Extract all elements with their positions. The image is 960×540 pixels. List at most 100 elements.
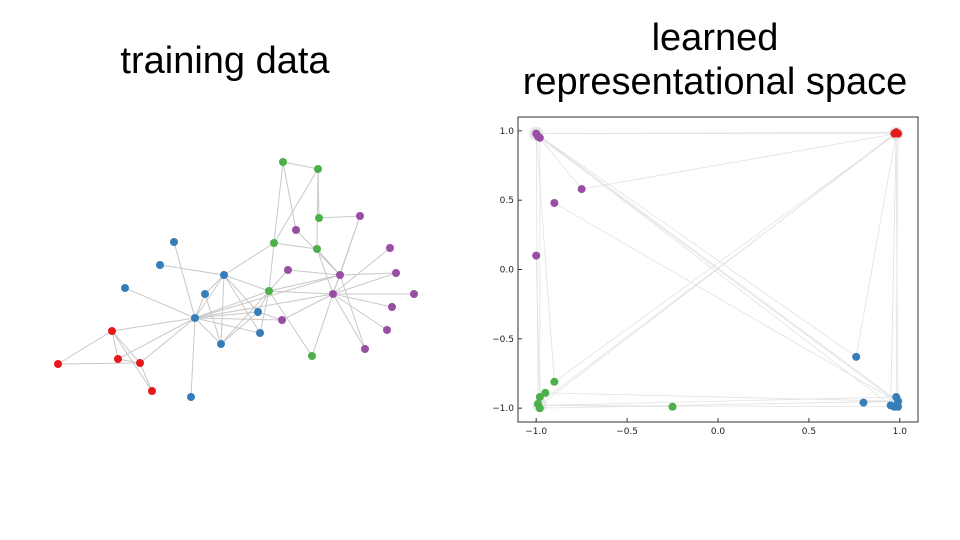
graph-edge — [332, 272, 397, 295]
x-tick-label: 0.5 — [802, 427, 816, 437]
graph-node — [108, 327, 116, 335]
training-graph-edges — [57, 161, 414, 398]
graph-edge — [268, 290, 313, 357]
graph-edge — [273, 161, 284, 244]
graph-edge — [268, 242, 275, 292]
scatter-point — [550, 198, 559, 207]
scatter-edge — [535, 133, 555, 382]
scatter-point — [535, 133, 544, 142]
graph-edge — [273, 168, 319, 244]
graph-edge — [223, 274, 270, 292]
graph-edge — [223, 242, 275, 276]
graph-edge — [139, 317, 196, 364]
graph-edge — [124, 287, 196, 319]
graph-node — [410, 290, 418, 298]
scatter-edge — [535, 133, 582, 190]
graph-node — [121, 284, 129, 292]
scatter-edge — [581, 133, 897, 190]
graph-edge — [273, 242, 318, 250]
graph-edge — [332, 293, 366, 350]
graph-edge — [332, 247, 391, 295]
graph-edge — [220, 311, 259, 345]
graph-edge — [194, 317, 222, 345]
graph-edge — [257, 311, 283, 321]
x-tick-label: 1.0 — [893, 427, 908, 437]
graph-edge — [57, 362, 141, 365]
scatter-point — [852, 352, 861, 361]
graph-edge — [316, 168, 319, 250]
scatter-point — [550, 377, 559, 386]
scatter-edge — [554, 133, 897, 383]
graph-edge — [111, 330, 141, 364]
scatter-edge — [890, 133, 897, 406]
graph-edge — [173, 241, 196, 319]
y-tick-label: −0.5 — [492, 335, 514, 345]
graph-node — [54, 360, 62, 368]
scatter-edge — [535, 133, 857, 358]
graph-node — [308, 352, 316, 360]
graph-node — [114, 355, 122, 363]
graph-edge — [194, 317, 283, 321]
graph-edge — [318, 215, 361, 219]
graph-edge — [159, 264, 225, 276]
graph-edge — [268, 274, 341, 292]
graph-node — [388, 303, 396, 311]
graph-node — [356, 212, 364, 220]
graph-node — [278, 316, 286, 324]
graph-node — [136, 359, 144, 367]
y-tick-label: 1.0 — [500, 127, 515, 137]
graph-node — [292, 226, 300, 234]
graph-edge — [282, 161, 297, 231]
graph-node — [313, 245, 321, 253]
graph-edge — [281, 293, 334, 321]
graph-node — [256, 329, 264, 337]
scatter-point — [541, 388, 550, 397]
scatter-edge — [535, 133, 891, 406]
graph-edge — [57, 330, 113, 365]
graph-node — [265, 287, 273, 295]
graph-node — [315, 214, 323, 222]
graph-edge — [111, 330, 119, 360]
learned-space-title: learned representational space — [500, 16, 930, 104]
graph-edge — [287, 269, 341, 276]
graph-edge — [194, 274, 225, 319]
graph-edge — [339, 272, 397, 276]
graph-edge — [111, 330, 153, 392]
graph-node — [148, 387, 156, 395]
scatter-point — [894, 402, 902, 411]
graph-edge — [268, 290, 334, 295]
scatter-edge — [539, 133, 895, 406]
scatter-point — [668, 402, 677, 411]
graph-edge — [204, 274, 225, 295]
scatter-point — [886, 401, 895, 410]
training-graph-nodes — [54, 158, 418, 401]
graph-edge — [311, 293, 334, 357]
learned-space-title-line1: learned — [651, 17, 779, 59]
graph-node — [270, 239, 278, 247]
scatter-edge — [535, 133, 899, 402]
training-data-title: training data — [120, 40, 330, 82]
x-tick-label: −0.5 — [616, 427, 638, 437]
graph-edge — [259, 290, 270, 334]
scatter-edge — [855, 133, 897, 357]
y-tick-label: 0.0 — [500, 266, 515, 276]
x-tick-label: 0.0 — [711, 427, 726, 437]
graph-node — [254, 308, 262, 316]
scatter-edge — [539, 400, 897, 409]
graph-node — [329, 290, 337, 298]
graph-node — [217, 340, 225, 348]
scatter-edge — [554, 202, 897, 402]
graph-edge — [332, 293, 393, 308]
graph-node — [392, 269, 400, 277]
scatter-edge — [539, 396, 897, 406]
graph-node — [361, 345, 369, 353]
graph-node — [191, 314, 199, 322]
scatter-plot-ticks: −1.0 −0.5 0.0 0.5 1.0 1.0 0.5 0.0 −0.5 −1.0 — [492, 127, 907, 437]
scatter-point — [890, 129, 899, 138]
scatter-point — [532, 251, 541, 260]
x-tick-label: −1.0 — [525, 427, 547, 437]
graph-edge — [220, 274, 225, 345]
graph-edge — [282, 161, 319, 170]
graph-edge — [117, 317, 196, 360]
